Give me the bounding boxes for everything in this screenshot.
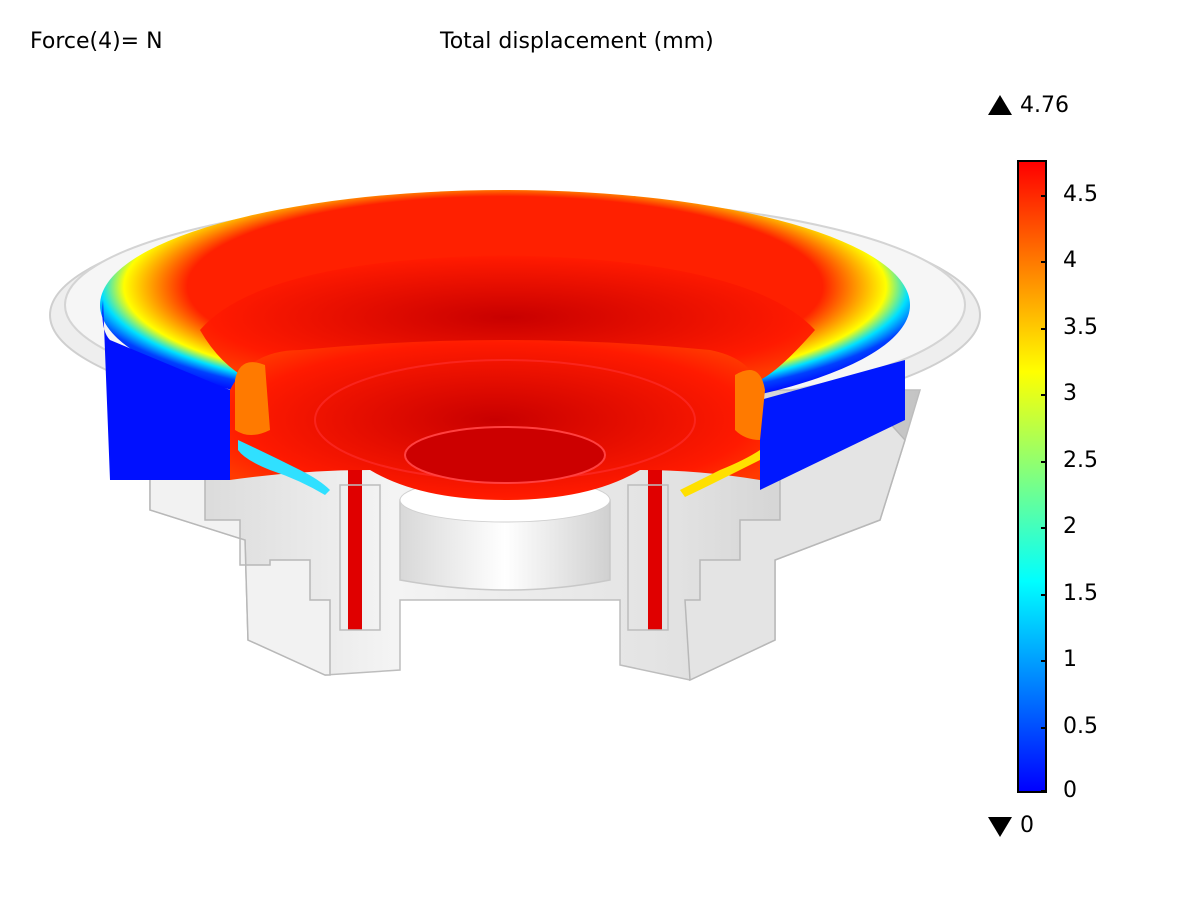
colorbar-tick-label: 0.5 xyxy=(1063,713,1098,739)
colorbar-tick-label: 3 xyxy=(1063,381,1077,407)
min-triangle-icon xyxy=(988,817,1012,837)
speaker-model-view xyxy=(49,190,981,682)
colorbar-tick-label: 2 xyxy=(1063,514,1077,540)
colorbar-max-label: 4.76 xyxy=(1020,93,1069,118)
colorbar-tick-mark xyxy=(1041,660,1047,663)
colorbar-tick-mark xyxy=(1041,460,1047,463)
colorbar-tick-mark xyxy=(1041,261,1047,264)
speaker-cone xyxy=(200,255,815,500)
parameter-label: Force(4)= N xyxy=(30,29,163,54)
colorbar-tick-label: 3.5 xyxy=(1063,314,1098,340)
colorbar-min-label: 0 xyxy=(1020,813,1034,838)
colorbar-tick-label: 4 xyxy=(1063,248,1077,274)
colorbar-tick-mark xyxy=(1041,593,1047,596)
colorbar-tick-mark xyxy=(1041,527,1047,530)
colorbar xyxy=(1017,160,1047,793)
colorbar-tick-label: 1.5 xyxy=(1063,580,1098,606)
voice-coil xyxy=(339,470,669,631)
colorbar-tick-label: 0 xyxy=(1063,778,1077,803)
colorbar-tick-mark xyxy=(1041,194,1047,197)
colorbar-tick-label: 4.5 xyxy=(1063,181,1098,207)
plot-title: Total displacement (mm) xyxy=(440,29,714,54)
colorbar-tick-label: 1 xyxy=(1063,647,1077,673)
colorbar-tick-mark xyxy=(1041,790,1047,792)
colorbar-tick-mark xyxy=(1041,327,1047,330)
colorbar-tick-mark xyxy=(1041,726,1047,729)
colorbar-tick-mark xyxy=(1041,394,1047,397)
max-triangle-icon xyxy=(988,95,1012,115)
colorbar-tick-label: 2.5 xyxy=(1063,447,1098,473)
